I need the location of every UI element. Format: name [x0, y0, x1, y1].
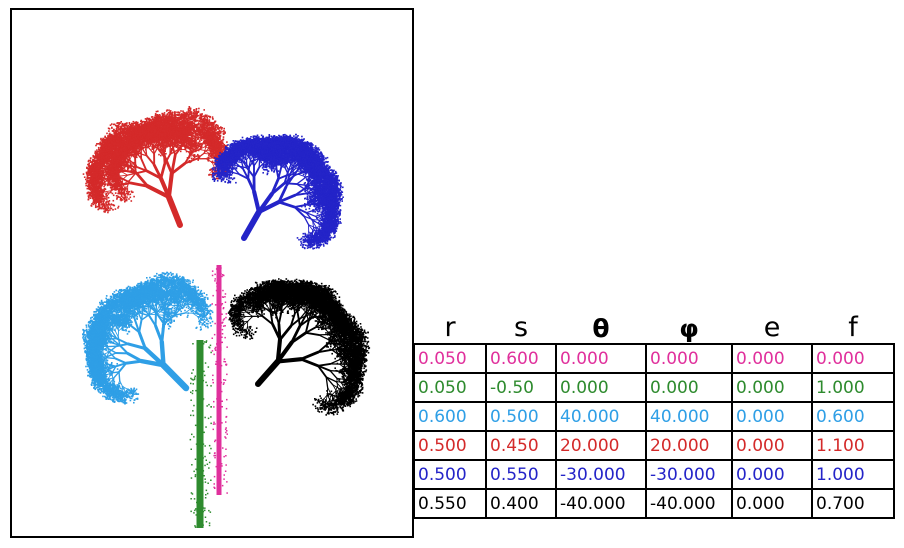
header-f: f [812, 305, 894, 344]
table-row: 0.550 0.400 -40.000 -40.000 0.000 0.700 [414, 489, 894, 518]
table-cell: 0.000 [556, 373, 646, 402]
table-cell: 0.550 [414, 489, 486, 518]
black-tree [228, 278, 370, 416]
table-cell: 1.100 [812, 431, 894, 460]
blue-tree [212, 134, 344, 250]
fractal-tree-plot [12, 10, 412, 536]
table-cell: -40.000 [556, 489, 646, 518]
table-header-row: r s θ φ e f [414, 305, 894, 344]
table-cell: 0.000 [646, 373, 732, 402]
table-cell: 0.050 [414, 344, 486, 373]
table-cell: 0.050 [414, 373, 486, 402]
table-cell: 20.000 [556, 431, 646, 460]
table-cell: 0.400 [486, 489, 556, 518]
red-tree [83, 106, 232, 225]
header-s: s [486, 305, 556, 344]
table-row: 0.500 0.550 -30.000 -30.000 0.000 1.000 [414, 460, 894, 489]
table-cell: 0.000 [732, 373, 812, 402]
table-cell: 0.700 [812, 489, 894, 518]
table-row: 0.500 0.450 20.000 20.000 0.000 1.100 [414, 431, 894, 460]
table-cell: 0.000 [556, 344, 646, 373]
table-cell: 0.600 [812, 402, 894, 431]
table-cell: 20.000 [646, 431, 732, 460]
table-cell: 0.500 [486, 402, 556, 431]
table-row: 0.050 -0.50 0.000 0.000 0.000 1.000 [414, 373, 894, 402]
table-cell: 0.000 [732, 489, 812, 518]
table-cell: 40.000 [556, 402, 646, 431]
table-cell: 0.600 [486, 344, 556, 373]
table-cell: 1.000 [812, 373, 894, 402]
table-cell: 0.000 [732, 460, 812, 489]
table-cell: 0.500 [414, 460, 486, 489]
table-cell: 0.000 [646, 344, 732, 373]
table-cell: 0.500 [414, 431, 486, 460]
table-cell: 0.000 [812, 344, 894, 373]
ifs-parameter-table: r s θ φ e f 0.050 0.600 0.000 0.000 0.000 0.0… [413, 305, 895, 519]
table-row: 0.600 0.500 40.000 40.000 0.000 0.600 [414, 402, 894, 431]
table-cell: 40.000 [646, 402, 732, 431]
table-cell: -0.50 [486, 373, 556, 402]
table-cell: 0.550 [486, 460, 556, 489]
fractal-canvas [10, 8, 414, 538]
header-e: e [732, 305, 812, 344]
table-row: 0.050 0.600 0.000 0.000 0.000 0.000 [414, 344, 894, 373]
table-cell: -30.000 [556, 460, 646, 489]
magenta-stem [212, 265, 229, 495]
table-cell: 0.600 [414, 402, 486, 431]
green-stem [190, 340, 212, 528]
header-phi: φ [646, 305, 732, 344]
table-cell: 0.000 [732, 431, 812, 460]
header-r: r [414, 305, 486, 344]
header-theta: θ [556, 305, 646, 344]
table-cell: -40.000 [646, 489, 732, 518]
table-cell: -30.000 [646, 460, 732, 489]
table-cell: 1.000 [812, 460, 894, 489]
table-cell: 0.000 [732, 402, 812, 431]
table-cell: 0.450 [486, 431, 556, 460]
table-cell: 0.000 [732, 344, 812, 373]
